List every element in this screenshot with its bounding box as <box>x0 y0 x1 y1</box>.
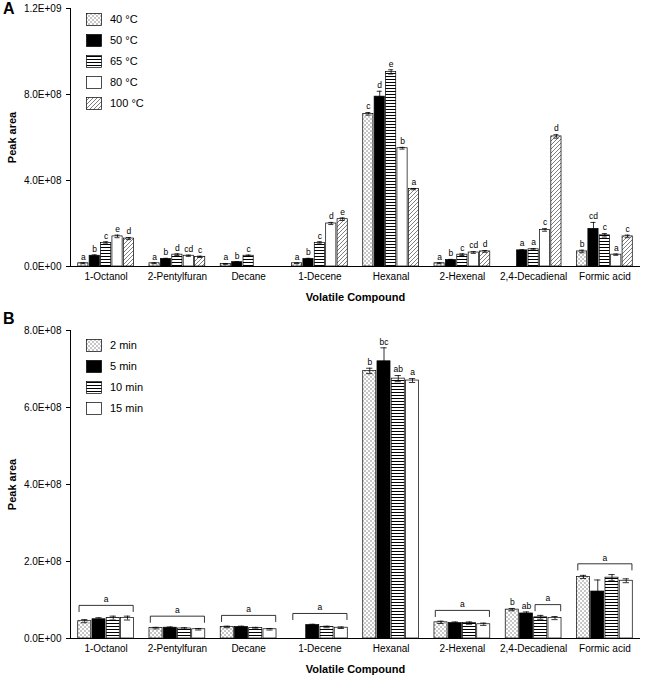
html-text:2 min: 2 min <box>110 339 137 351</box>
svg-text:Volatile Compound: Volatile Compound <box>306 291 405 303</box>
svg-text:c: c <box>366 101 371 111</box>
svg-text:c: c <box>198 245 203 255</box>
svg-text:b: b <box>92 244 97 254</box>
svg-text:a: a <box>175 605 180 615</box>
svg-text:a: a <box>531 237 536 247</box>
svg-text:e: e <box>115 224 120 234</box>
svg-text:d: d <box>127 226 132 236</box>
svg-text:a: a <box>81 252 86 262</box>
svg-text:d: d <box>554 123 559 133</box>
svg-text:cd: cd <box>184 244 193 254</box>
svg-text:bc: bc <box>380 337 390 347</box>
svg-text:4.0E+08: 4.0E+08 <box>24 479 62 490</box>
svg-text:b: b <box>580 239 585 249</box>
svg-text:d: d <box>175 243 180 253</box>
svg-text:b: b <box>306 247 311 257</box>
svg-text:a: a <box>412 177 417 187</box>
svg-text:b: b <box>449 248 454 258</box>
svg-text:c: c <box>104 230 109 240</box>
svg-text:2,4-Decadienal: 2,4-Decadienal <box>500 271 567 282</box>
svg-text:1-Octanol: 1-Octanol <box>84 643 127 654</box>
svg-text:2-Pentylfuran: 2-Pentylfuran <box>148 643 207 654</box>
svg-text:a: a <box>437 252 442 262</box>
svg-text:2-Hexenal: 2-Hexenal <box>440 643 486 654</box>
svg-text:a: a <box>318 602 323 612</box>
svg-text:8.0E+08: 8.0E+08 <box>24 325 62 336</box>
svg-text:e: e <box>389 58 394 68</box>
html-text:65 °C: 65 °C <box>110 55 138 67</box>
svg-text:Peak area: Peak area <box>6 458 18 510</box>
svg-text:b: b <box>400 136 405 146</box>
svg-text:Decane: Decane <box>231 271 266 282</box>
svg-text:d: d <box>377 80 382 90</box>
svg-text:1-Decene: 1-Decene <box>298 271 342 282</box>
svg-text:2-Hexenal: 2-Hexenal <box>440 271 486 282</box>
svg-text:cd: cd <box>589 211 598 221</box>
svg-text:a: a <box>246 604 251 614</box>
svg-text:Volatile Compound: Volatile Compound <box>306 663 405 675</box>
html-text:80 °C: 80 °C <box>110 76 138 88</box>
svg-text:1-Decene: 1-Decene <box>298 643 342 654</box>
svg-text:cd: cd <box>469 240 478 250</box>
svg-text:c: c <box>626 224 631 234</box>
svg-text:a: a <box>223 252 228 262</box>
svg-text:b: b <box>367 357 372 367</box>
svg-text:ab: ab <box>394 364 404 374</box>
svg-text:0.0E+00: 0.0E+00 <box>24 633 62 644</box>
svg-text:Peak area: Peak area <box>6 111 18 163</box>
svg-text:Hexanal: Hexanal <box>373 271 410 282</box>
svg-text:a: a <box>410 367 415 377</box>
svg-text:c: c <box>603 222 608 232</box>
svg-text:d: d <box>329 211 334 221</box>
svg-text:0.0E+00: 0.0E+00 <box>24 261 62 272</box>
svg-text:a: a <box>295 252 300 262</box>
svg-text:1-Octanol: 1-Octanol <box>84 271 127 282</box>
svg-text:a: a <box>520 238 525 248</box>
svg-text:Hexanal: Hexanal <box>373 643 410 654</box>
html-text:A: A <box>3 0 15 17</box>
svg-text:d: d <box>483 239 488 249</box>
svg-text:2.0E+08: 2.0E+08 <box>24 556 62 567</box>
svg-text:ab: ab <box>522 601 532 611</box>
svg-text:a: a <box>152 252 157 262</box>
svg-text:4.0E+08: 4.0E+08 <box>24 175 62 186</box>
svg-text:1.2E+09: 1.2E+09 <box>24 3 62 14</box>
svg-text:c: c <box>318 230 323 240</box>
svg-text:Decane: Decane <box>231 643 266 654</box>
html-text:15 min: 15 min <box>110 402 143 414</box>
svg-text:a: a <box>460 599 465 609</box>
svg-text:Formic acid: Formic acid <box>579 271 631 282</box>
svg-text:8.0E+08: 8.0E+08 <box>24 89 62 100</box>
svg-text:a: a <box>104 594 109 604</box>
html-text:5 min: 5 min <box>110 360 137 372</box>
html-text:B: B <box>3 310 15 327</box>
svg-text:c: c <box>460 243 465 253</box>
html-text:50 °C: 50 °C <box>110 34 138 46</box>
svg-text:c: c <box>543 217 548 227</box>
svg-text:a: a <box>603 553 608 563</box>
svg-text:Formic acid: Formic acid <box>579 643 631 654</box>
svg-text:2-Pentylfuran: 2-Pentylfuran <box>148 271 207 282</box>
svg-text:b: b <box>235 250 240 260</box>
html-text:40 °C: 40 °C <box>110 13 138 25</box>
svg-text:b: b <box>164 247 169 257</box>
html-text:100 °C: 100 °C <box>110 97 144 109</box>
svg-text:6.0E+08: 6.0E+08 <box>24 402 62 413</box>
svg-text:a: a <box>546 593 551 603</box>
html-text:10 min: 10 min <box>110 381 143 393</box>
svg-text:e: e <box>340 207 345 217</box>
svg-text:2,4-Decadienal: 2,4-Decadienal <box>500 643 567 654</box>
svg-text:a: a <box>614 243 619 253</box>
svg-text:b: b <box>510 597 515 607</box>
svg-text:c: c <box>247 244 252 254</box>
